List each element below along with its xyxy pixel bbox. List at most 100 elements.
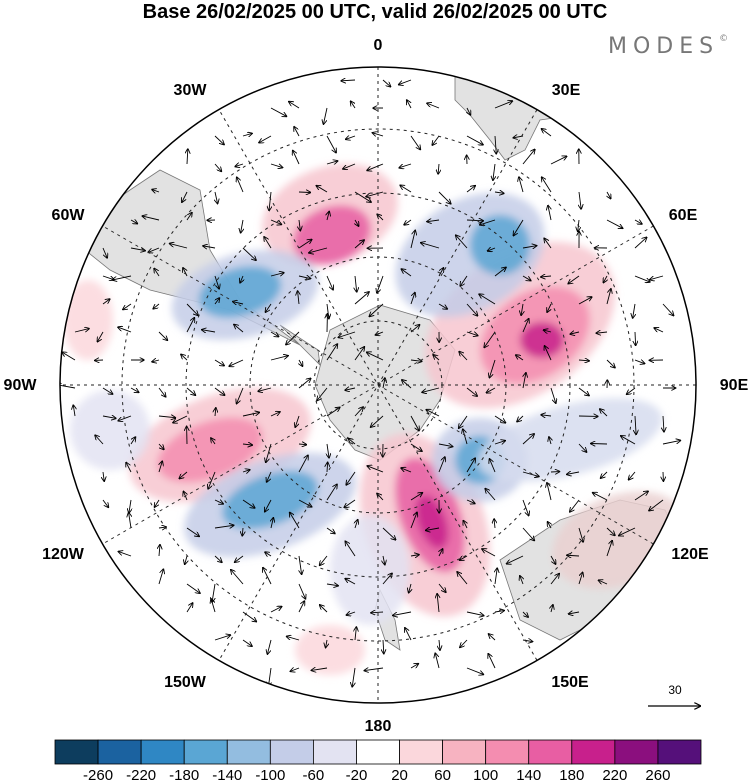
wind-vector bbox=[364, 668, 384, 671]
wind-vector bbox=[401, 269, 412, 277]
wind-vector bbox=[259, 135, 272, 143]
wind-vector bbox=[326, 527, 335, 533]
wind-vector bbox=[293, 151, 300, 165]
wind-vector bbox=[516, 355, 524, 361]
wind-vector bbox=[634, 237, 647, 249]
wind-vector bbox=[355, 275, 357, 292]
wind-vector bbox=[569, 612, 580, 614]
wind-vector bbox=[187, 149, 188, 165]
wind-vector bbox=[401, 468, 412, 473]
wind-vector bbox=[242, 527, 243, 536]
wind-vector bbox=[606, 219, 623, 228]
wind-vector bbox=[457, 572, 468, 585]
wind-vector bbox=[517, 415, 524, 422]
map-title: Base 26/02/2025 00 UTC, valid 26/02/2025… bbox=[142, 1, 608, 23]
wind-vector bbox=[393, 611, 412, 615]
wind-vector bbox=[345, 388, 356, 390]
antarctic-peninsula bbox=[279, 324, 321, 367]
colorbar-swatch bbox=[312, 739, 357, 765]
wind-vector bbox=[298, 455, 308, 473]
wind-vector bbox=[346, 471, 356, 485]
colorbar-tick-label: 220 bbox=[602, 767, 627, 783]
wind-vector bbox=[311, 668, 328, 670]
wind-vector bbox=[547, 303, 551, 312]
map-boundary bbox=[59, 66, 697, 704]
wind-vector bbox=[488, 248, 496, 251]
wind-vector bbox=[270, 412, 280, 417]
wind-vector bbox=[338, 331, 356, 337]
wind-vector bbox=[541, 415, 552, 416]
wind-vector bbox=[548, 206, 551, 221]
wind-vector bbox=[97, 331, 104, 342]
wind-vector bbox=[102, 299, 110, 305]
wind-vector bbox=[152, 190, 160, 192]
wind-vector bbox=[241, 219, 243, 233]
wind-vector bbox=[258, 388, 272, 391]
anomaly-blob bbox=[295, 625, 365, 675]
lon-label-0: 0 bbox=[373, 37, 383, 54]
wind-vector bbox=[383, 555, 385, 565]
wind-vector bbox=[343, 163, 356, 169]
wind-vector bbox=[376, 332, 384, 335]
wind-vector bbox=[513, 219, 524, 235]
wind-vector bbox=[214, 525, 234, 528]
wind-vector bbox=[490, 459, 496, 473]
wind-vector bbox=[153, 303, 160, 309]
wind-vector bbox=[142, 216, 160, 221]
colorbar-tick-label: 180 bbox=[559, 767, 584, 783]
wind-vector bbox=[662, 303, 673, 315]
graticule bbox=[60, 67, 696, 703]
meridian-line bbox=[218, 109, 538, 661]
wind-vector bbox=[593, 493, 608, 501]
anomaly-blob bbox=[70, 390, 150, 470]
wind-vector bbox=[265, 499, 272, 512]
wind-vector bbox=[522, 471, 539, 476]
wind-vector bbox=[185, 555, 187, 564]
wind-vector bbox=[570, 332, 580, 334]
wind-vector bbox=[407, 100, 412, 109]
wind-vector bbox=[544, 238, 552, 249]
wind-vector bbox=[298, 276, 310, 279]
wind-vector bbox=[410, 512, 417, 529]
wind-vector bbox=[320, 605, 328, 613]
wind-vector bbox=[287, 636, 300, 641]
wind-vector bbox=[271, 518, 273, 529]
wind-vector bbox=[459, 352, 468, 361]
wind-vector bbox=[662, 440, 680, 445]
wind-vector bbox=[179, 471, 188, 478]
wind-vector bbox=[242, 611, 256, 622]
wind-vector bbox=[456, 235, 468, 249]
colorbar-tick-label: -180 bbox=[169, 767, 199, 783]
wind-vector bbox=[159, 461, 162, 473]
wind-vector bbox=[400, 185, 412, 193]
wind-vector bbox=[591, 443, 608, 444]
wind-vector bbox=[317, 387, 328, 400]
wind-vector bbox=[519, 177, 524, 193]
wind-vector bbox=[208, 471, 216, 489]
wind-vector bbox=[299, 555, 302, 574]
wind-vector bbox=[382, 527, 396, 540]
wind-vector bbox=[298, 601, 304, 613]
colorbar-swatch bbox=[657, 739, 702, 765]
wind-vector bbox=[373, 133, 384, 136]
wind-vector bbox=[522, 527, 534, 541]
wind-vector bbox=[234, 325, 244, 333]
wind-vector bbox=[578, 360, 589, 361]
colorbar-swatch bbox=[485, 739, 530, 765]
wind-vector bbox=[352, 667, 355, 687]
wind-vector bbox=[269, 191, 271, 210]
wind-vector bbox=[270, 331, 278, 337]
wind-vector bbox=[298, 378, 311, 389]
wind-vector bbox=[270, 219, 281, 224]
wind-vector bbox=[159, 545, 160, 557]
wind-vector bbox=[495, 135, 496, 154]
wind-vector bbox=[118, 327, 132, 333]
wind-vector bbox=[214, 500, 223, 504]
wind-vector bbox=[242, 470, 250, 472]
wind-vector bbox=[215, 408, 216, 417]
wind-vector bbox=[567, 472, 580, 474]
wind-vector bbox=[270, 163, 282, 168]
wind-vector bbox=[402, 380, 412, 389]
wind-vector bbox=[237, 387, 244, 404]
lon-label-90w: 90W bbox=[3, 377, 37, 394]
